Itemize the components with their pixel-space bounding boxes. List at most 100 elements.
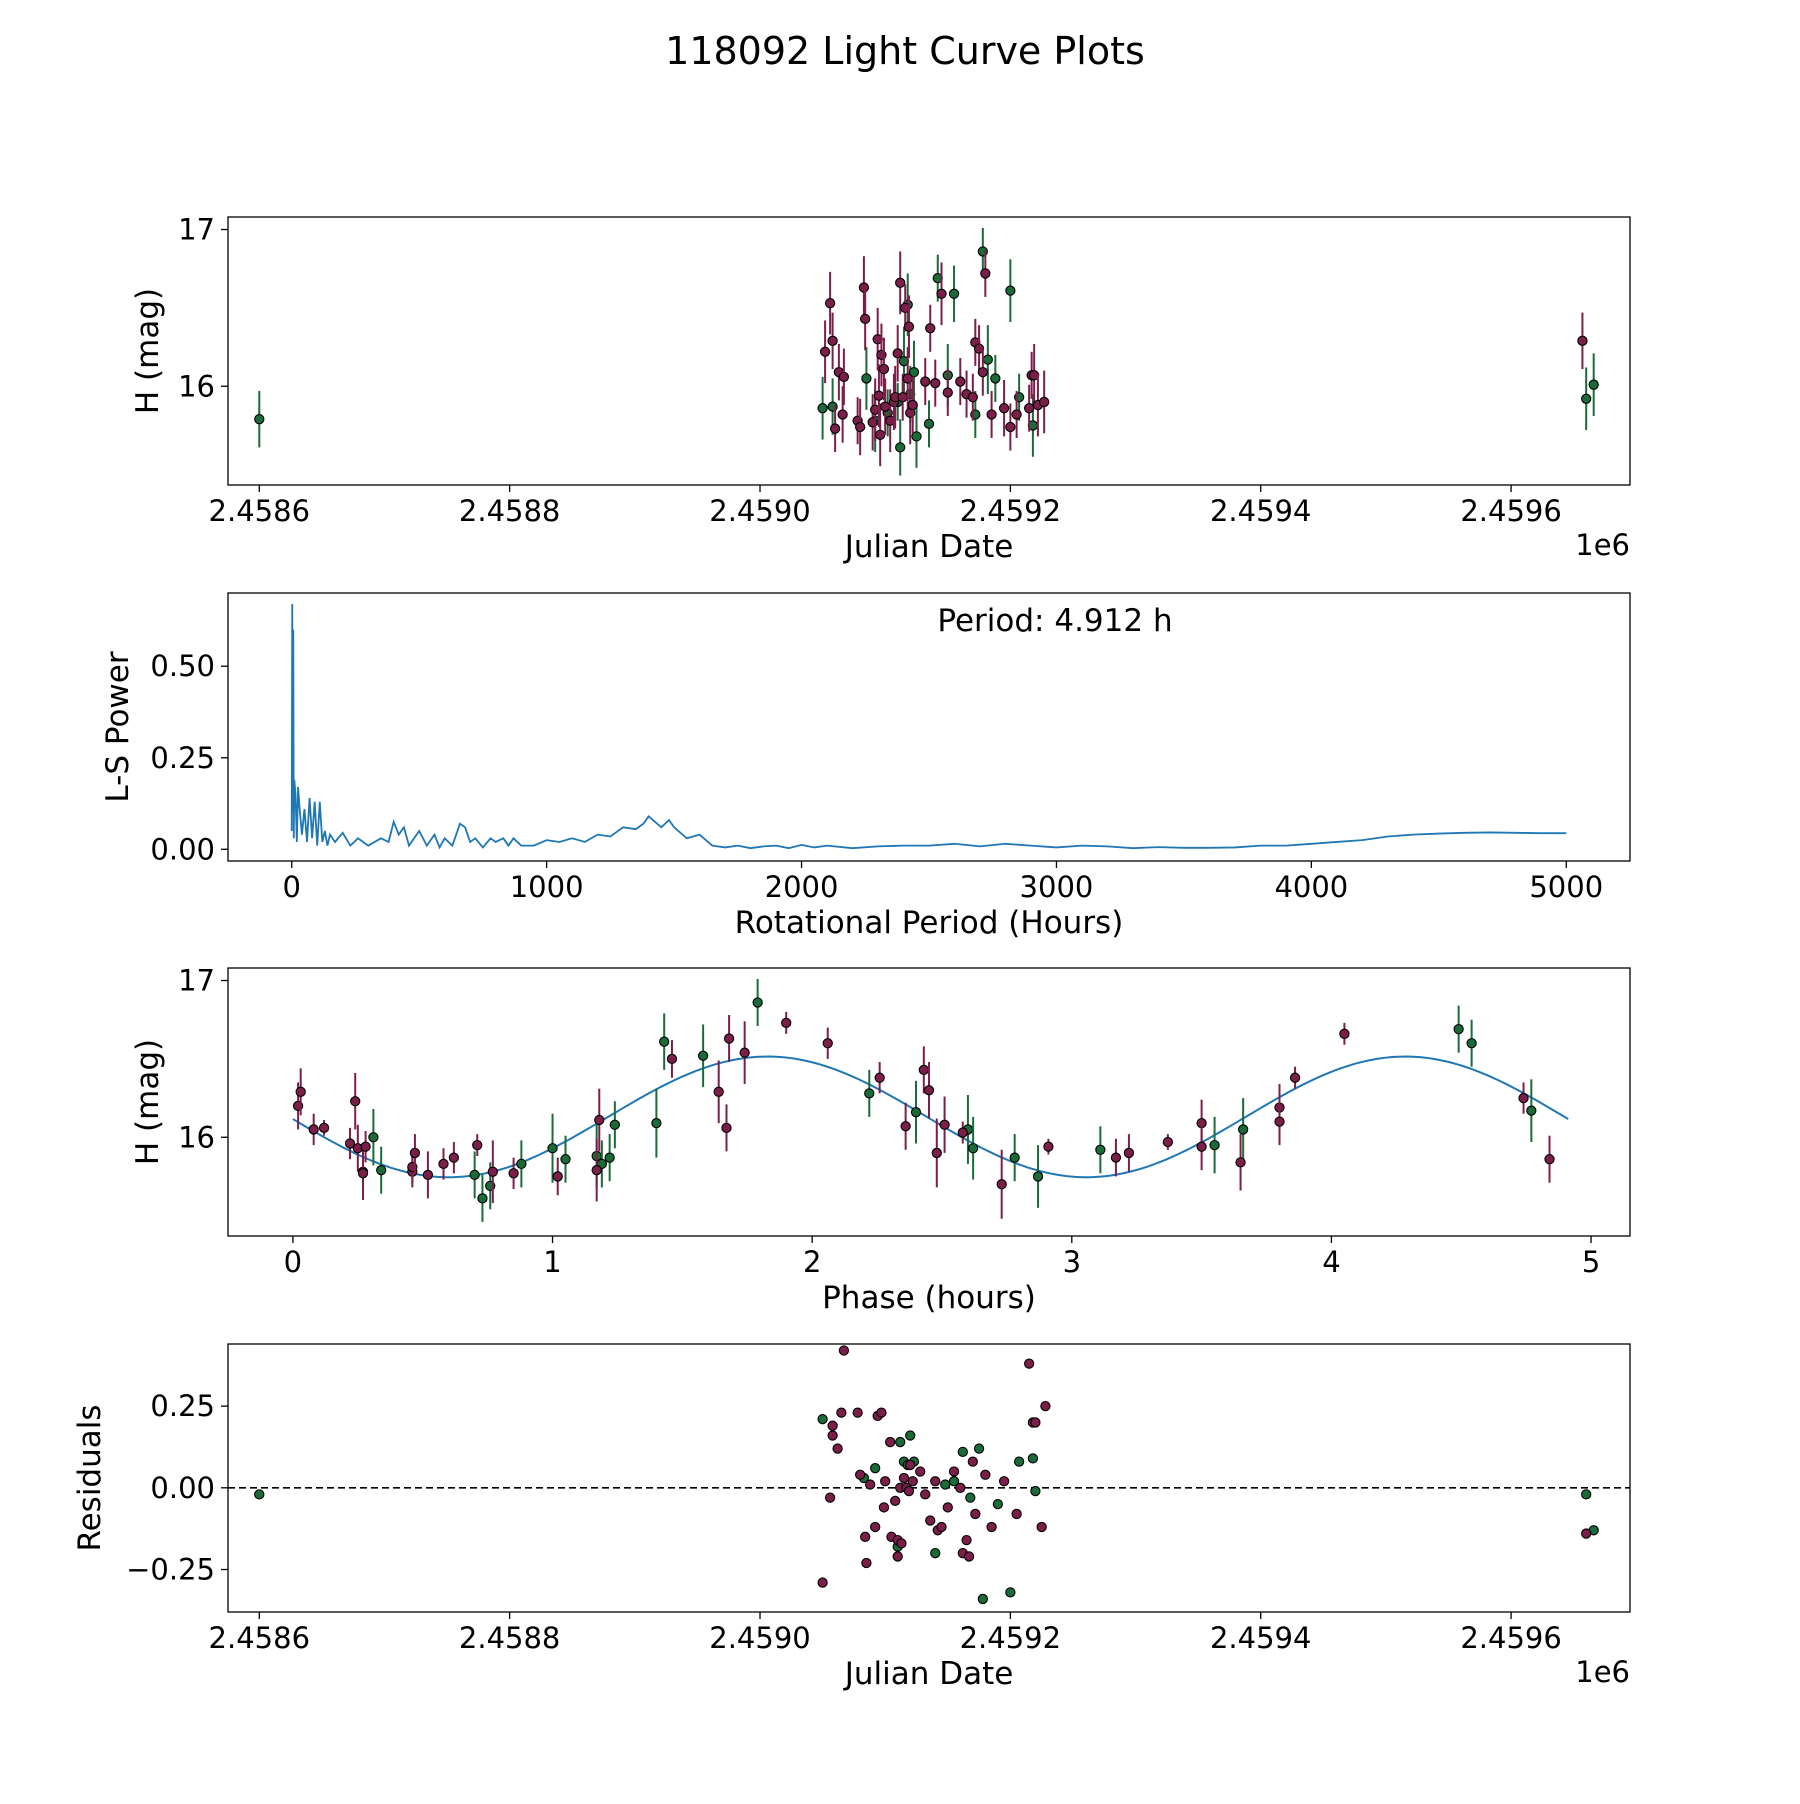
x-tick-label: 2000 — [765, 870, 839, 904]
data-point — [1123, 1147, 1135, 1159]
data-point — [817, 1577, 828, 1588]
y-tick-label: 17 — [178, 213, 215, 247]
x-tick-label: 4 — [1322, 1245, 1340, 1279]
data-point — [1196, 1141, 1207, 1152]
data-point — [547, 1143, 558, 1154]
data-point — [925, 1515, 936, 1526]
x-axis-label: Rotational Period (Hours) — [735, 905, 1124, 941]
data-point — [254, 414, 265, 425]
data-point — [817, 403, 828, 414]
x-tick-label: 2.4590 — [709, 1621, 810, 1655]
axes-frame — [227, 967, 1631, 1237]
figure-title: 118092 Light Curve Plots — [665, 29, 1145, 73]
x-tick-label: 2.4592 — [960, 494, 1061, 528]
data-point — [915, 1466, 926, 1477]
data-point — [980, 268, 991, 279]
data-point — [948, 1476, 960, 1487]
plot-area — [254, 227, 1599, 476]
data-point — [487, 1166, 498, 1177]
x-tick-label: 2.4596 — [1460, 494, 1561, 528]
data-point — [344, 1138, 356, 1149]
data-point — [898, 1472, 910, 1484]
x-axis-label: Julian Date — [843, 1656, 1014, 1692]
data-point — [516, 1158, 527, 1170]
data-point — [903, 321, 915, 332]
data-point — [1032, 1171, 1044, 1182]
data-point — [651, 1118, 662, 1129]
data-point — [930, 377, 941, 389]
data-point — [1011, 1508, 1022, 1520]
data-point — [890, 1495, 901, 1507]
data-point — [560, 1154, 571, 1165]
x-tick-label: 3000 — [1020, 870, 1094, 904]
data-point — [1577, 335, 1588, 346]
x-tick-label: 2.4586 — [209, 494, 310, 528]
data-point — [1274, 1116, 1285, 1127]
data-point — [936, 288, 947, 299]
y-tick-label: 0.25 — [150, 1389, 215, 1423]
data-point — [980, 1469, 991, 1480]
data-point — [1289, 1072, 1301, 1083]
data-point — [1544, 1154, 1555, 1165]
y-tick-label: 0.25 — [150, 741, 215, 775]
data-point — [942, 387, 953, 398]
data-point — [973, 1443, 985, 1454]
data-point — [897, 392, 908, 403]
data-point — [1009, 1152, 1020, 1163]
panel-phased: 0 1 2 3 4 5 16 17 Phase (hours) H (mag) — [130, 964, 1631, 1316]
data-point — [911, 431, 922, 442]
x-tick-label: 2.4590 — [709, 494, 810, 528]
data-point — [939, 1119, 950, 1130]
x-tick-label: 2 — [803, 1245, 821, 1279]
data-point — [1526, 1105, 1537, 1116]
data-point — [948, 288, 960, 299]
axes-frame — [227, 592, 1631, 862]
data-point — [977, 367, 988, 378]
data-point — [1339, 1028, 1350, 1039]
data-point — [409, 1147, 421, 1159]
data-point — [1110, 1152, 1122, 1163]
data-point — [827, 1420, 838, 1431]
data-point — [970, 1508, 981, 1520]
period-annotation: Period: 4.912 h — [937, 603, 1172, 639]
data-point — [350, 1096, 361, 1107]
data-point — [477, 1193, 488, 1204]
data-point — [852, 1407, 863, 1418]
data-point — [318, 1122, 330, 1134]
data-point — [1036, 1521, 1047, 1533]
data-point — [723, 1033, 735, 1044]
data-point — [920, 1489, 931, 1500]
data-point — [998, 403, 1010, 414]
data-point — [905, 1430, 916, 1441]
data-point — [986, 1521, 997, 1533]
data-point — [977, 1593, 988, 1605]
data-point — [609, 1119, 620, 1130]
data-point — [967, 1143, 979, 1154]
panel-residuals: 2.4586 2.4588 2.4590 2.4592 2.4594 2.4596 −0.2… — [72, 1343, 1631, 1692]
data-point — [860, 313, 871, 325]
data-point — [666, 1053, 678, 1065]
data-point — [861, 1557, 872, 1569]
data-point — [865, 1479, 876, 1490]
data-point — [827, 1430, 838, 1441]
data-point — [875, 429, 886, 440]
data-point — [870, 1463, 881, 1474]
data-point — [967, 392, 978, 403]
data-point — [422, 1169, 434, 1181]
data-point — [986, 409, 997, 420]
x-tick-label: 2.4594 — [1210, 494, 1311, 528]
data-point — [907, 1476, 918, 1487]
data-point — [870, 1521, 881, 1533]
data-point — [1581, 1528, 1592, 1539]
data-point — [874, 1072, 885, 1083]
data-point — [838, 1345, 850, 1356]
data-point — [940, 1479, 951, 1490]
data-point — [864, 1088, 875, 1099]
data-point — [908, 367, 920, 378]
data-point — [604, 1152, 615, 1163]
plot-area — [292, 978, 1569, 1222]
data-point — [965, 1492, 976, 1503]
y-tick-label: −0.25 — [126, 1553, 215, 1587]
data-point — [594, 1114, 605, 1126]
